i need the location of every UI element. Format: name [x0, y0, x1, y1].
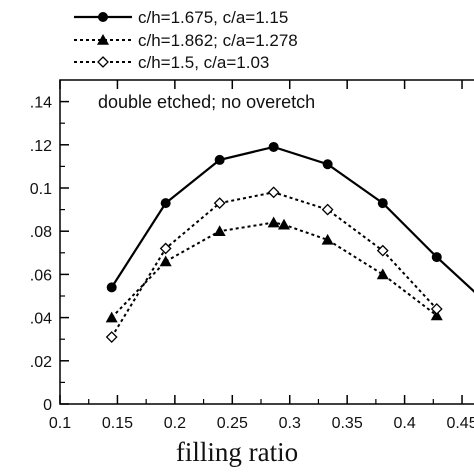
data-point: [267, 186, 280, 199]
data-point: [321, 233, 334, 245]
data-point: [376, 244, 389, 257]
legend-entry: c/h=1.675, c/a=1.15: [74, 8, 288, 27]
x-axis: 0.1 0.15 0.2 0.25 0.3 0.35 0.4 0.45: [49, 80, 474, 432]
y-tick-label: 0.1: [30, 181, 52, 198]
data-point: [321, 203, 334, 216]
y-tick-label: .08: [30, 224, 52, 241]
x-tick-label: 0.2: [164, 415, 186, 432]
legend-label: c/h=1.862; c/a=1.278: [138, 31, 298, 50]
x-tick-label: 0.4: [393, 415, 415, 432]
x-tick-label: 0.15: [102, 415, 133, 432]
legend-marker: [97, 34, 109, 45]
legend-marker: [97, 56, 109, 68]
data-point: [268, 141, 279, 152]
y-tick-label: 0: [43, 397, 52, 414]
data-point: [105, 331, 118, 343]
data-point: [277, 218, 290, 230]
data-point: [430, 303, 443, 315]
data-point: [431, 252, 442, 263]
legend-entry: c/h=1.862; c/a=1.278: [74, 31, 298, 50]
data-point: [105, 311, 118, 323]
y-tick-label: .06: [30, 267, 52, 284]
data-point: [214, 154, 225, 165]
data-point: [106, 282, 117, 293]
x-axis-label: filling ratio: [176, 437, 298, 467]
chart-annotation: double etched; no overetch: [98, 92, 315, 112]
data-point: [213, 197, 226, 210]
plot-frame: [59, 79, 474, 405]
series-line: [110, 145, 474, 293]
x-tick-label: 0.1: [49, 415, 71, 432]
series-line: [110, 221, 438, 319]
data-point: [322, 159, 333, 170]
data-point: [213, 225, 226, 236]
y-tick-label: .14: [30, 95, 52, 112]
data-point: [159, 242, 172, 255]
series-1: [106, 141, 474, 293]
data-point: [159, 255, 172, 267]
x-tick-label: 0.25: [217, 415, 248, 432]
y-axis: 0 .02 .04 .06 .08 0.1 .12 .14: [30, 95, 69, 414]
y-tick-label: .12: [30, 138, 52, 155]
data-point: [160, 198, 171, 209]
series-3: [105, 186, 443, 343]
series-line: [110, 191, 438, 338]
x-tick-label: 0.45: [446, 415, 474, 432]
series-layer: [105, 141, 474, 343]
series-2: [105, 216, 443, 323]
x-tick-label: 0.35: [332, 415, 363, 432]
legend: c/h=1.675, c/a=1.15 c/h=1.862; c/a=1.278 c…: [74, 8, 298, 72]
legend-entry: c/h=1.5, c/a=1.03: [74, 53, 269, 72]
data-point: [377, 198, 388, 209]
data-point: [376, 268, 389, 280]
x-tick-label: 0.3: [279, 415, 301, 432]
legend-label: c/h=1.675, c/a=1.15: [138, 8, 288, 27]
y-tick-label: .04: [30, 311, 52, 328]
y-tick-label: .02: [30, 354, 52, 371]
data-point: [267, 216, 280, 228]
legend-label: c/h=1.5, c/a=1.03: [138, 53, 269, 72]
legend-marker: [98, 12, 108, 22]
